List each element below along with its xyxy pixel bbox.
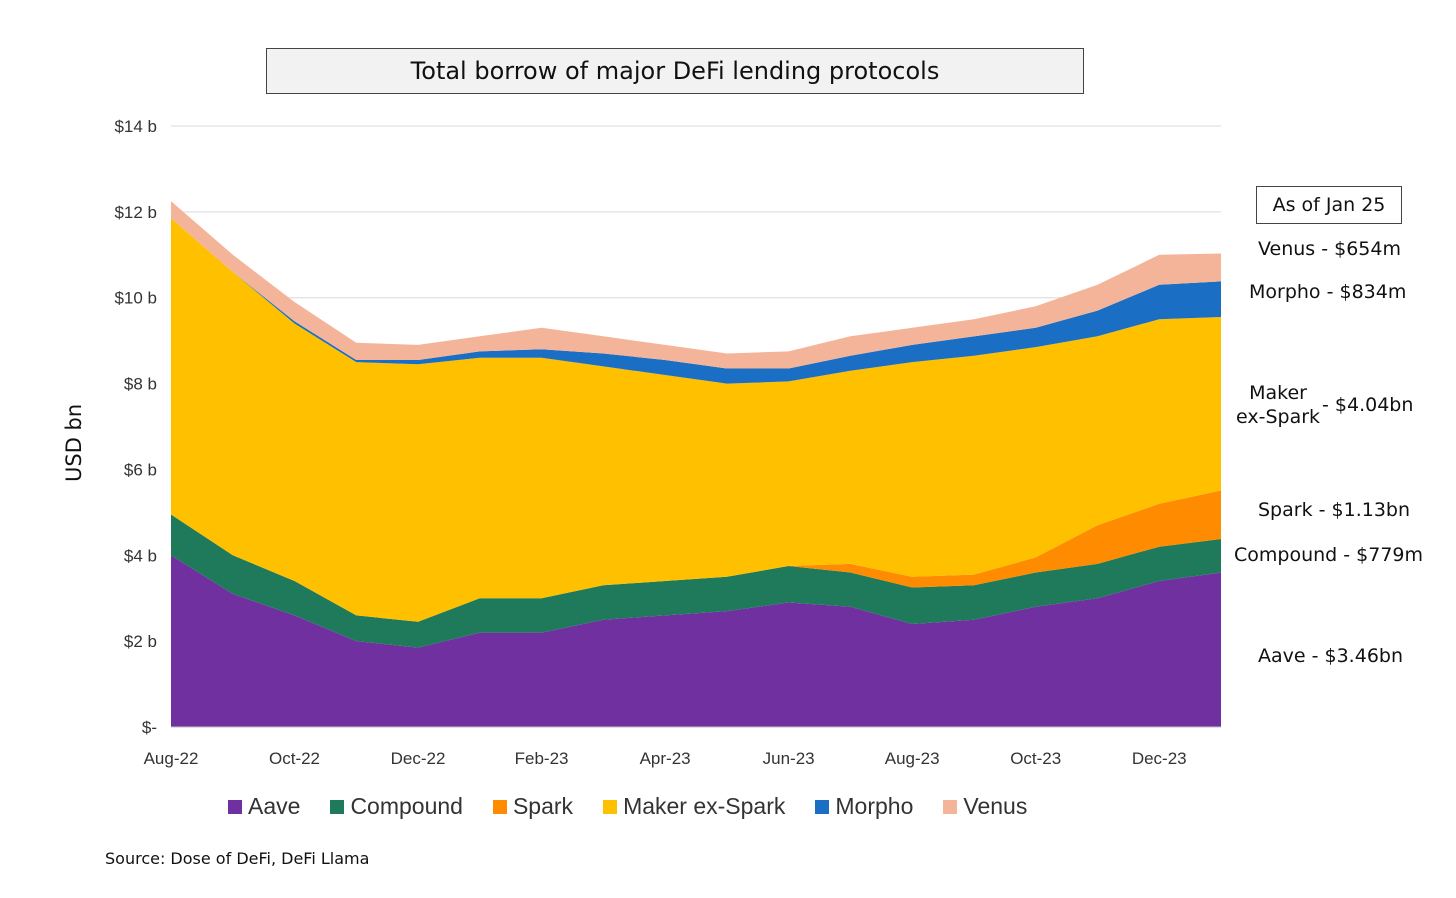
legend-swatch: [492, 799, 507, 814]
annotation-aave: Aave - $3.46bn: [1258, 645, 1404, 667]
legend: Aave Compound Spark Maker ex-Spark Morpho Ven…: [228, 793, 1027, 820]
annotation-maker-value: - $4.04bn: [1322, 394, 1414, 416]
legend-item: Morpho: [815, 793, 913, 820]
x-tick-label: Oct-23: [1010, 749, 1061, 768]
area-aave: [171, 555, 1221, 727]
x-tick-label: Jun-23: [763, 749, 815, 768]
legend-swatch: [330, 799, 345, 814]
legend-swatch: [943, 799, 958, 814]
area-compound: [171, 514, 1221, 648]
y-tick-label: $2 b: [124, 632, 157, 651]
x-tick-label: Aug-22: [144, 749, 199, 768]
legend-label: Spark: [512, 793, 574, 819]
legend-label: Morpho: [835, 793, 914, 819]
area-maker-ex-spark: [171, 218, 1221, 622]
legend-swatch: [603, 799, 618, 814]
x-tick-label: Oct-22: [269, 749, 320, 768]
as-of-label: As of Jan 25: [1256, 186, 1402, 224]
legend-label: Maker ex-Spark: [623, 793, 786, 819]
legend-item: Compound: [330, 793, 463, 820]
area-morpho: [171, 218, 1221, 384]
x-tick-label: Feb-23: [515, 749, 569, 768]
axes: $- $2 b $4 b $6 b $8 b $10 b $12 b $14 b Aug-22 O…: [114, 117, 1221, 768]
y-tick-label: $8 b: [124, 375, 157, 394]
legend-swatch: [815, 799, 830, 814]
legend-label: Compound: [350, 793, 463, 819]
stacked-areas: [171, 201, 1221, 727]
x-tick-label: Dec-23: [1132, 749, 1187, 768]
y-tick-label: $14 b: [114, 117, 157, 136]
x-tick-label: Dec-22: [391, 749, 446, 768]
y-axis-label: USD bn: [62, 403, 86, 482]
y-tick-label: $-: [142, 718, 157, 737]
annotation-maker-line1: Maker: [1249, 382, 1307, 404]
legend-item: Venus: [943, 793, 1027, 820]
y-tick-label: $12 b: [114, 203, 157, 222]
y-tick-label: $4 b: [124, 546, 157, 565]
legend-swatch: [228, 799, 242, 814]
chart-title: Total borrow of major DeFi lending proto…: [266, 48, 1084, 94]
annotation-spark: Spark - $1.13bn: [1258, 499, 1411, 521]
x-tick-label: Apr-23: [640, 749, 691, 768]
y-axis-label-wrap: USD bn: [62, 404, 140, 506]
annotation-compound: Compound - $779m: [1234, 544, 1424, 566]
annotation-morpho: Morpho - $834m: [1249, 281, 1407, 303]
annotation-maker: Maker ex-Spark: [1236, 381, 1320, 429]
legend-label: Aave: [248, 793, 301, 819]
annotation-maker-line2: ex-Spark: [1236, 406, 1321, 428]
source-note: Source: Dose of DeFi, DeFi Llama: [105, 849, 370, 868]
legend-item: Maker ex-Spark: [603, 793, 785, 820]
y-tick-label: $6 b: [124, 460, 157, 479]
legend-label: Venus: [963, 793, 1028, 819]
legend-item: Spark: [492, 793, 574, 820]
legend-item: Aave: [228, 793, 300, 820]
y-tick-label: $10 b: [114, 289, 157, 308]
x-tick-label: Aug-23: [885, 749, 940, 768]
area-venus: [171, 201, 1221, 369]
annotation-venus: Venus - $654m: [1258, 238, 1401, 260]
